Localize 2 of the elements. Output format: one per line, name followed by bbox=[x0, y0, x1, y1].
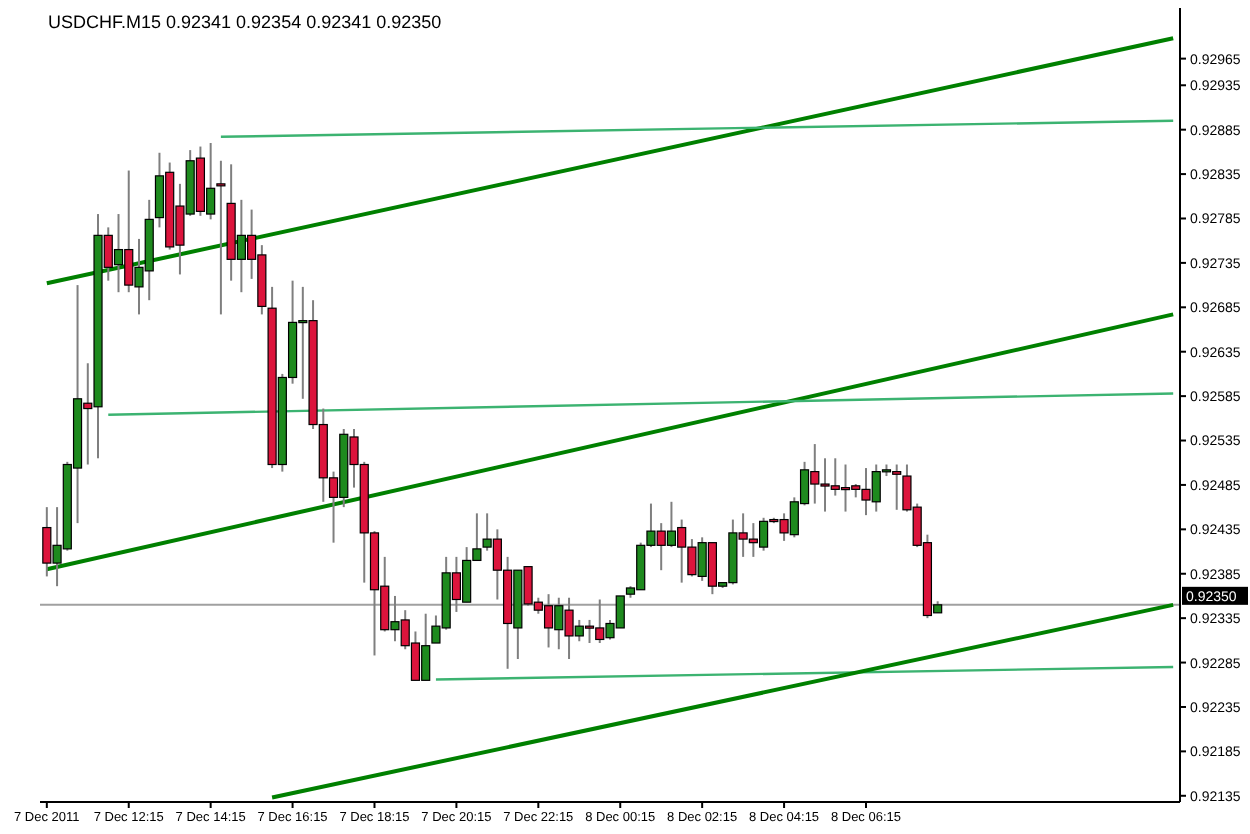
candlestick bbox=[216, 159, 226, 316]
chart-title: USDCHF.M15 0.92341 0.92354 0.92341 0.92350 bbox=[48, 12, 442, 32]
